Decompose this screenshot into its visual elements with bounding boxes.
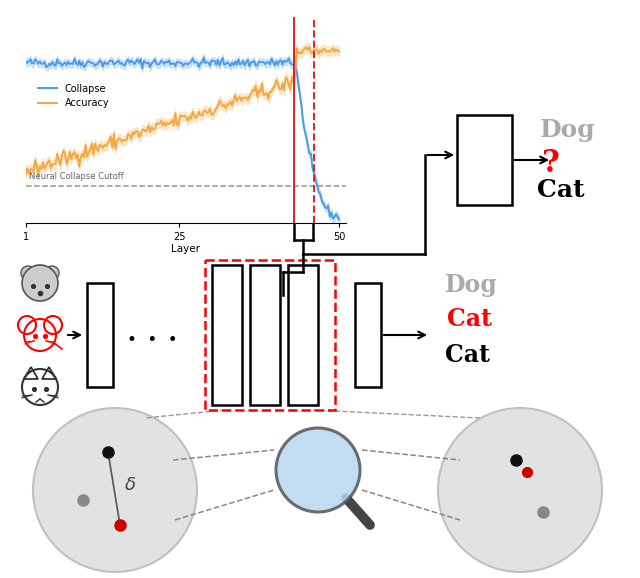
Circle shape bbox=[45, 266, 59, 280]
Bar bbox=[250, 265, 280, 405]
Text: Dog: Dog bbox=[445, 273, 498, 297]
Text: Dog: Dog bbox=[540, 118, 596, 142]
Bar bbox=[205, 260, 335, 410]
Circle shape bbox=[21, 266, 35, 280]
Text: Neural Collapse Cutoff: Neural Collapse Cutoff bbox=[29, 172, 124, 181]
Text: δ: δ bbox=[125, 476, 136, 494]
Text: ?: ? bbox=[542, 148, 560, 179]
Bar bbox=[288, 265, 318, 405]
Bar bbox=[355, 283, 381, 387]
Bar bbox=[212, 265, 242, 405]
X-axis label: Layer: Layer bbox=[171, 244, 200, 254]
Bar bbox=[457, 115, 512, 205]
Circle shape bbox=[22, 265, 58, 301]
Circle shape bbox=[438, 408, 602, 572]
Legend: Collapse, Accuracy: Collapse, Accuracy bbox=[34, 80, 113, 112]
Circle shape bbox=[276, 428, 360, 512]
Circle shape bbox=[33, 408, 197, 572]
Text: Cat: Cat bbox=[537, 178, 584, 202]
Bar bbox=[87, 283, 113, 387]
Text: Cat: Cat bbox=[445, 343, 490, 367]
Text: Cat: Cat bbox=[447, 307, 492, 331]
Text: •  •  •: • • • bbox=[127, 331, 177, 349]
